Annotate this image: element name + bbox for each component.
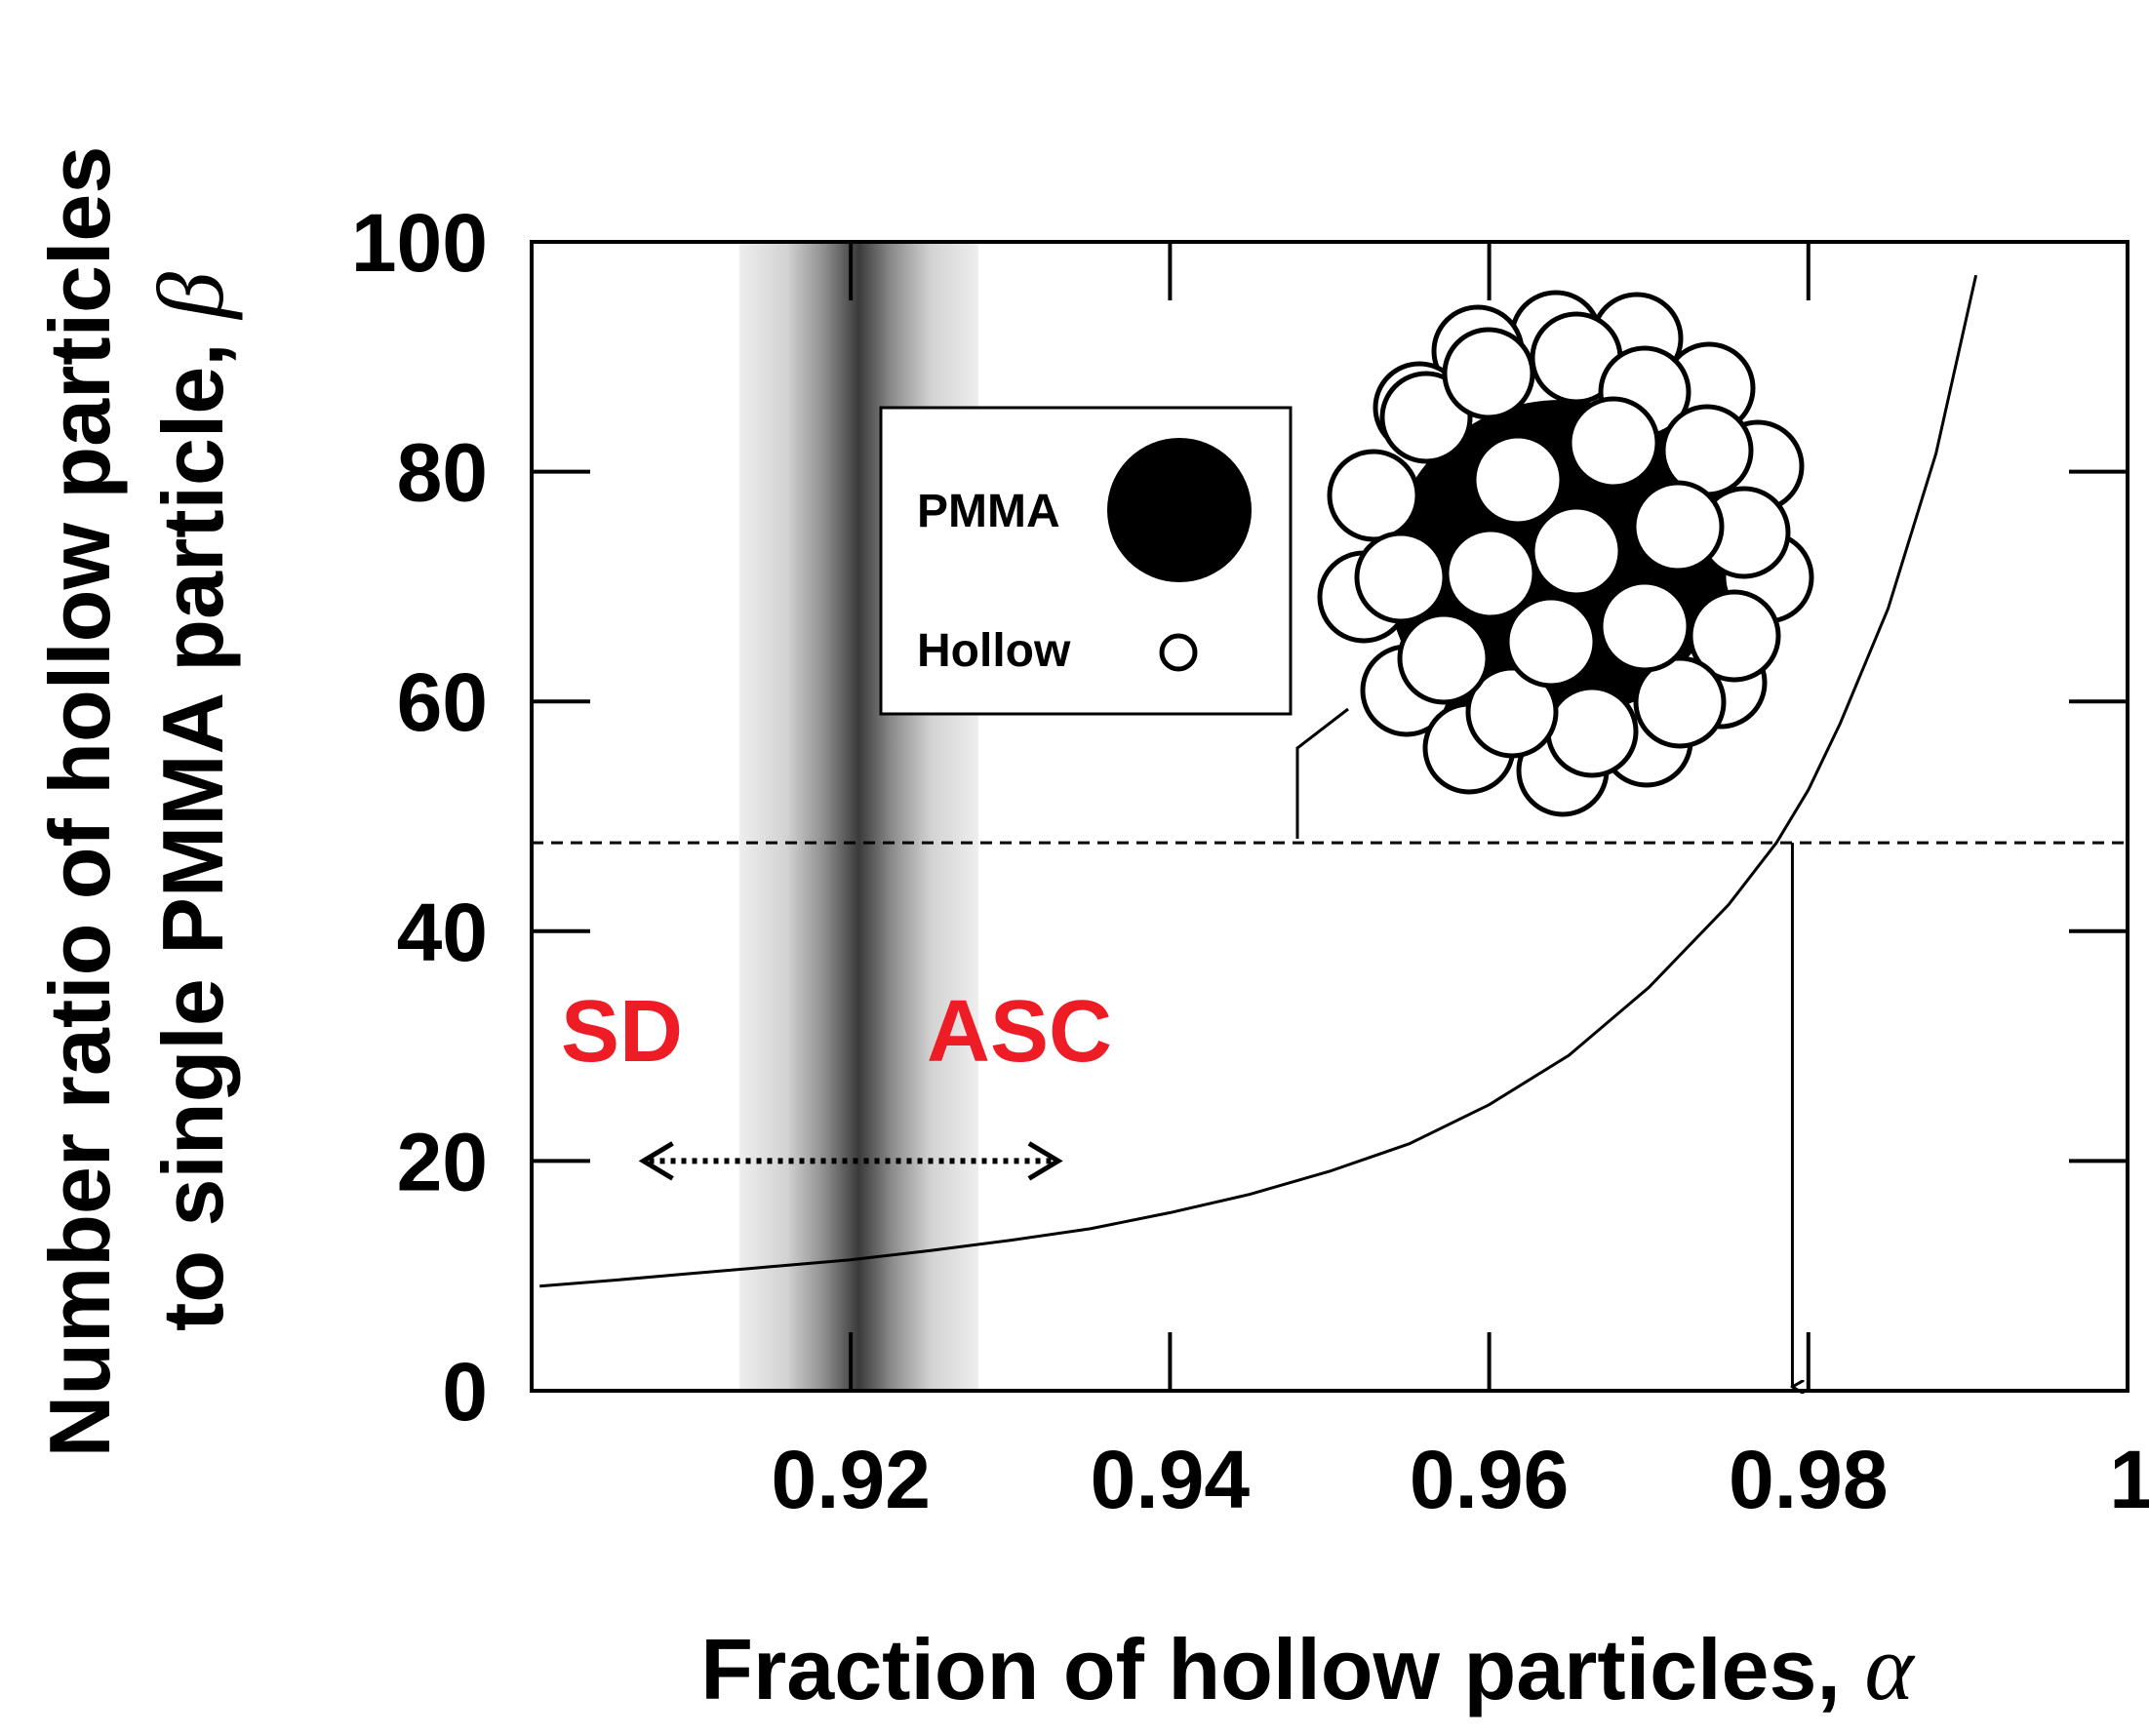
x-tick-label: 0.94 xyxy=(1091,1434,1251,1525)
aggregate-illustration xyxy=(1295,290,1814,839)
leader-line xyxy=(1295,707,1349,839)
hollow-sphere xyxy=(1354,531,1448,624)
hollow-sphere xyxy=(1442,327,1535,420)
hollow-sphere xyxy=(1530,504,1623,598)
hollow-sphere xyxy=(1444,527,1537,620)
region-annotations: SD ASC xyxy=(561,983,1112,1181)
series-line xyxy=(539,274,1978,1288)
arrowhead-right xyxy=(1027,1141,1063,1181)
arrowhead-left xyxy=(638,1141,674,1181)
y-tick-label: 80 xyxy=(397,427,488,519)
hollow-sphere xyxy=(1504,595,1598,689)
legend: PMMA Hollow xyxy=(879,406,1293,716)
x-tick-label: 0.92 xyxy=(771,1434,931,1525)
hollow-sphere xyxy=(1598,579,1691,673)
hollow-sphere xyxy=(1397,612,1491,705)
axis-ticks xyxy=(532,240,2129,1393)
hollow-sphere xyxy=(1631,480,1725,573)
axis-titles: Fraction of hollow particles, α Number r… xyxy=(31,146,1915,1719)
y-tick-label: 60 xyxy=(397,656,488,748)
y-tick-label: 100 xyxy=(351,197,488,289)
label-sd: SD xyxy=(561,983,683,1081)
hollow-sphere xyxy=(1688,589,1781,683)
y-axis-title-line1: Number ratio of hollow particles xyxy=(31,146,128,1458)
hollow-sphere xyxy=(1471,433,1565,527)
x-axis-title: Fraction of hollow particles, α xyxy=(700,1615,1915,1719)
y-axis-title-symbol: β xyxy=(139,272,243,321)
x-tick-label: 0.96 xyxy=(1410,1434,1570,1525)
x-axis-title-symbol: α xyxy=(1864,1615,1915,1719)
hollow-sphere xyxy=(1545,685,1639,778)
legend-marker-pmma xyxy=(1107,438,1252,582)
plot-frame xyxy=(530,240,2129,1393)
y-axis-title-line2: to single PMMA particle, β xyxy=(139,272,243,1331)
x-axis-title-text: Fraction of hollow particles, xyxy=(700,1621,1864,1717)
hollow-sphere xyxy=(1465,665,1559,759)
y-tick-label: 40 xyxy=(397,887,488,978)
legend-marker-hollow xyxy=(1159,633,1198,672)
reference-lines xyxy=(532,841,2128,1387)
y-tick-labels: 0 20 40 60 80 100 xyxy=(351,197,488,1438)
y-tick-label: 0 xyxy=(442,1346,488,1438)
y-tick-label: 20 xyxy=(397,1116,488,1207)
x-tick-label: 1 xyxy=(2109,1434,2149,1525)
x-tick-label: 0.98 xyxy=(1729,1434,1889,1525)
hollow-sphere xyxy=(1327,449,1420,542)
x-tick-labels: 0.92 0.94 0.96 0.98 1 xyxy=(771,1434,2149,1525)
hollow-sphere xyxy=(1633,655,1727,749)
hollow-sphere xyxy=(1567,396,1660,490)
y-axis-title-line2-text: to single PMMA particle, xyxy=(144,319,241,1331)
label-asc: ASC xyxy=(927,983,1112,1081)
legend-label-pmma: PMMA xyxy=(917,486,1060,537)
legend-label-hollow: Hollow xyxy=(917,625,1071,677)
